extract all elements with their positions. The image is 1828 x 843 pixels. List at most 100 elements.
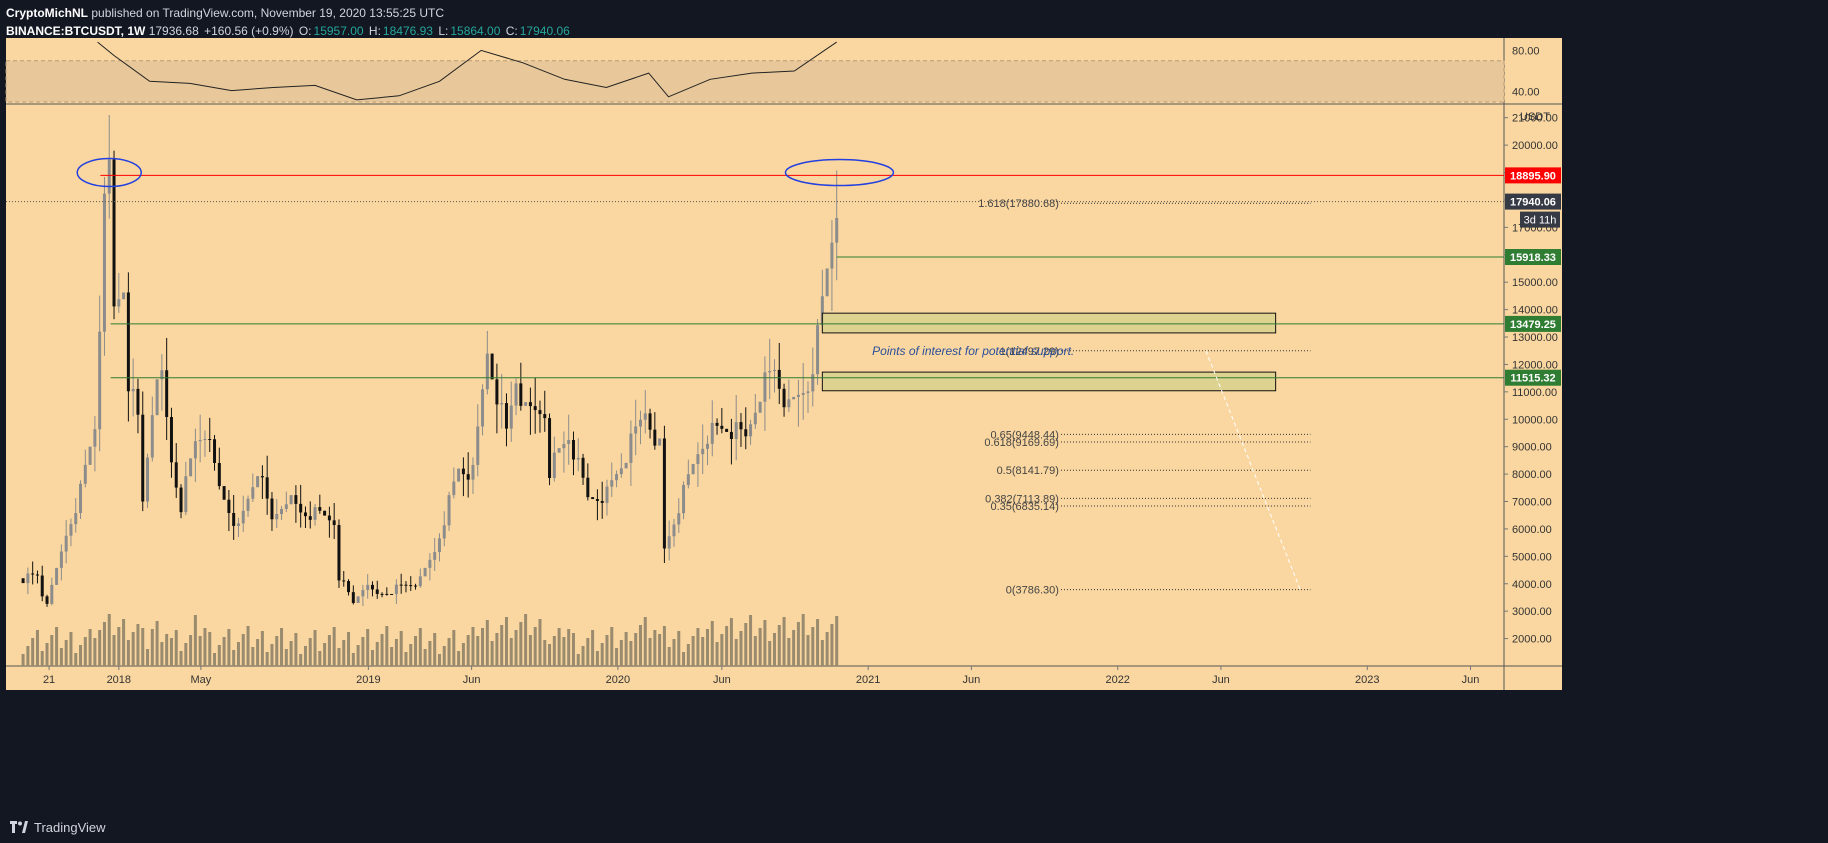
volume-bar (21, 654, 25, 666)
time-axis-area (6, 666, 1504, 690)
volume-bar (495, 633, 499, 666)
volume-bar (31, 638, 35, 666)
volume-bar (93, 638, 97, 666)
candle-body (404, 584, 408, 586)
price-label: 15918.33 (1510, 252, 1556, 264)
volume-bar (193, 615, 197, 666)
candle-body (332, 520, 336, 526)
volume-bar (552, 636, 556, 666)
candle-body (548, 418, 552, 478)
volume-bar (117, 627, 121, 666)
candle-body (763, 372, 767, 402)
volume-bar (667, 647, 671, 666)
volume-bar (208, 632, 212, 666)
volume-bar (476, 636, 480, 666)
candle-body (141, 414, 145, 502)
volume-bar (112, 635, 116, 666)
candle-body (366, 584, 370, 591)
candle-body (662, 438, 666, 549)
candle-body (677, 513, 681, 525)
volume-bar (758, 628, 762, 666)
candle-body (835, 217, 839, 243)
volume-bar (634, 633, 638, 666)
fib-level-label: 0.65(9448.44) (990, 429, 1059, 441)
volume-bar (35, 630, 39, 666)
peak-circle[interactable] (784, 158, 895, 187)
volume-bar (753, 636, 757, 666)
candle-body (122, 292, 126, 300)
candle-body (682, 484, 686, 514)
volume-bar (820, 640, 824, 666)
volume-bar (648, 638, 652, 666)
symbol-label[interactable]: BINANCE:BTCUSDT, 1W (6, 24, 146, 38)
fib-level-label: 0.618(9169.69) (984, 437, 1059, 449)
candle-body (385, 593, 389, 595)
price-label: 11515.32 (1510, 373, 1555, 385)
volume-bar (576, 654, 580, 666)
volume-bar (222, 637, 226, 666)
candle-body (576, 457, 580, 460)
volume-bar (442, 646, 446, 666)
volume-bar (284, 649, 288, 666)
candle-body (270, 498, 274, 520)
volume-bar (619, 640, 623, 666)
footer-brand[interactable]: TradingView (10, 817, 106, 837)
volume-bar (524, 614, 528, 666)
volume-bar (720, 634, 724, 666)
candle-body (782, 388, 786, 408)
candle-body (93, 429, 97, 447)
countdown-label: 3d 11h (1524, 215, 1557, 227)
candle-body (165, 370, 169, 417)
time-tick-label: Jun (1212, 674, 1230, 686)
support-zone[interactable] (821, 312, 1277, 334)
volume-bar (45, 643, 49, 666)
candle-body (294, 495, 298, 504)
price-label-box (1505, 315, 1561, 332)
peak-circle[interactable] (76, 157, 142, 188)
price-pane[interactable] (6, 104, 1504, 666)
price-tick-label: 15000.00 (1512, 277, 1558, 289)
volume-bar (337, 648, 341, 666)
volume-bar (428, 641, 432, 666)
volume-bar (672, 639, 676, 666)
candle-body (423, 567, 427, 577)
time-tick-label: 21 (43, 674, 55, 686)
volume-bar (213, 653, 217, 666)
candle-body (514, 383, 518, 406)
candle-body (792, 396, 796, 400)
volume-bar (303, 646, 307, 666)
price-label: 13479.25 (1510, 319, 1556, 331)
candle-body (351, 592, 355, 603)
volume-bar (217, 645, 221, 666)
volume-bar (528, 635, 532, 666)
candle-body (744, 429, 748, 437)
candle-body (227, 499, 231, 513)
volume-bar (777, 625, 781, 666)
volume-bar (385, 626, 389, 666)
time-tick-label: Jun (1462, 674, 1480, 686)
volume-bar (370, 650, 374, 666)
time-tick-label: 2022 (1105, 674, 1129, 686)
support-zone[interactable] (821, 371, 1277, 392)
volume-bar (586, 638, 590, 666)
volume-bar (567, 629, 571, 666)
candle-body (476, 426, 480, 465)
candle-body (667, 536, 671, 549)
candle-body (112, 159, 116, 307)
price-tick-label: 21000.00 (1512, 113, 1558, 125)
candle-body (327, 515, 331, 521)
chart-header: CryptoMichNL published on TradingView.co… (6, 4, 572, 40)
time-tick-label: 2021 (856, 674, 880, 686)
volume-bar (749, 615, 753, 666)
candle-body (605, 486, 609, 503)
candle-body (567, 440, 571, 444)
countdown-box (1520, 211, 1560, 228)
volume-bar (490, 641, 494, 666)
candle-body (490, 353, 494, 380)
candle-body (734, 422, 738, 440)
volume-bar (184, 643, 188, 666)
low-value: 15864.00 (450, 24, 501, 38)
candle-body (749, 424, 753, 437)
author-name[interactable]: CryptoMichNL (6, 6, 88, 20)
